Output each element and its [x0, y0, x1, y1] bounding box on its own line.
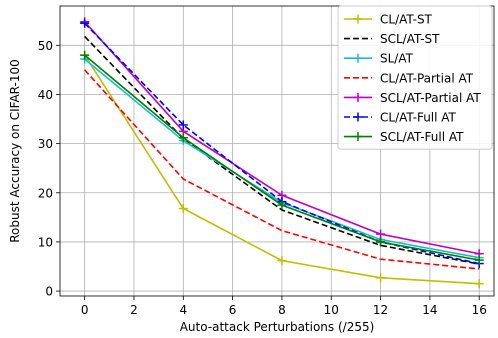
data-point-marker	[474, 279, 484, 289]
legend-item: CL/AT-Full AT	[344, 111, 457, 125]
data-point-marker	[376, 237, 386, 247]
data-point-marker	[353, 132, 363, 142]
plot-frame	[59, 5, 495, 297]
legend-item: CL/AT-ST	[344, 13, 433, 27]
series-layer	[80, 17, 484, 289]
data-point-marker	[277, 200, 287, 210]
data-point-marker	[353, 112, 363, 122]
legend-box	[337, 5, 493, 150]
series-scl-at-full-at	[80, 50, 484, 265]
y-tick-label: 20	[38, 186, 53, 200]
y-tick-label: 0	[45, 285, 53, 299]
legend-label: CL/AT-ST	[380, 13, 433, 27]
legend-item: SL/AT	[344, 52, 414, 66]
x-tick-label: 4	[179, 303, 187, 317]
series-scl-at-st	[84, 35, 480, 265]
data-point-marker	[353, 14, 363, 24]
legend-label: SCL/AT-Partial AT	[380, 91, 481, 105]
legend-label: SCL/AT-ST	[380, 32, 440, 46]
legend: CL/AT-ST SCL/AT-ST SL/AT CL/AT-Partial AT SC…	[337, 5, 493, 150]
y-axis-label: Robust Accuracy on CIFAR-100	[8, 59, 22, 243]
data-point-marker	[376, 273, 386, 283]
series-line	[84, 35, 480, 265]
legend-item: SCL/AT-Full AT	[344, 130, 464, 144]
series-scl-at-partial-at	[80, 17, 484, 259]
x-tick-label: 10	[324, 303, 339, 317]
x-tick-label: 2	[130, 303, 138, 317]
x-tick-label: 16	[472, 303, 487, 317]
legend-label: SCL/AT-Full AT	[380, 130, 464, 144]
legend-label: CL/AT-Partial AT	[380, 71, 474, 85]
x-tick-label: 0	[81, 303, 89, 317]
x-tick-label: 6	[229, 303, 237, 317]
y-tick-label: 50	[38, 39, 53, 53]
legend-item: SCL/AT-Partial AT	[344, 91, 481, 105]
data-point-marker	[80, 18, 90, 28]
tick-labels: 0 2 4 6 8 10 12 14 16 0 10 20 30 40 50	[38, 39, 487, 317]
data-point-marker	[376, 229, 386, 239]
legend-label: SL/AT	[380, 52, 414, 66]
data-point-marker	[178, 133, 188, 143]
data-point-marker	[353, 92, 363, 102]
data-point-marker	[353, 53, 363, 63]
data-point-marker	[277, 256, 287, 266]
data-point-marker	[474, 255, 484, 265]
x-tick-label: 14	[422, 303, 437, 317]
x-axis-label: Auto-attack Perturbations (/255)	[180, 320, 375, 334]
y-tick-label: 10	[38, 235, 53, 249]
x-tick-label: 8	[278, 303, 286, 317]
data-point-marker	[178, 204, 188, 214]
data-point-marker	[80, 50, 90, 60]
y-tick-label: 30	[38, 137, 53, 151]
axes	[56, 5, 495, 300]
legend-item: SCL/AT-ST	[344, 32, 440, 46]
data-point-marker	[178, 120, 188, 130]
x-tick-label: 12	[373, 303, 388, 317]
legend-item: CL/AT-Partial AT	[344, 71, 474, 85]
y-tick-label: 40	[38, 88, 53, 102]
legend-label: CL/AT-Full AT	[380, 111, 457, 125]
